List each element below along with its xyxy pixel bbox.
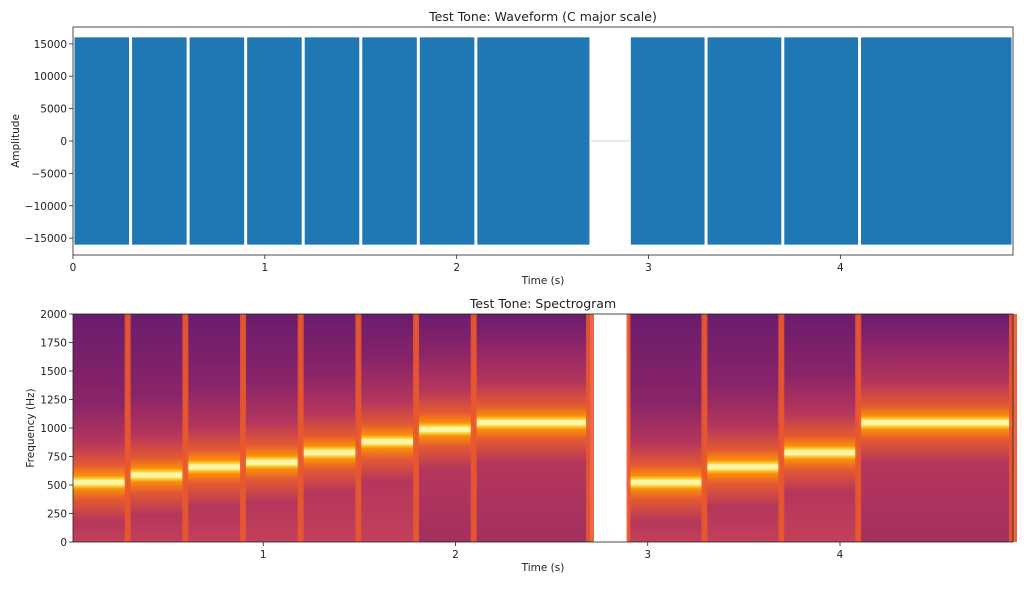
- spectrogram-transient: [857, 314, 862, 542]
- spectrogram-segment: [474, 314, 591, 542]
- x-tick-label: 4: [837, 549, 844, 561]
- spectrogram-transient: [126, 314, 131, 542]
- y-tick-label: 1750: [40, 338, 67, 350]
- spectrogram-segment: [73, 314, 129, 542]
- y-tick-label: 5000: [40, 104, 67, 116]
- spectrogram-segment: [244, 314, 302, 542]
- y-tick-label: 10000: [34, 71, 67, 83]
- y-tick-label: 1250: [40, 395, 67, 407]
- spectrogram-segment: [128, 314, 187, 542]
- waveform-segment: [784, 37, 859, 245]
- spectrogram-ylabel: Frequency (Hz): [25, 388, 37, 467]
- waveform-segment: [189, 37, 245, 245]
- y-tick-label: −5000: [31, 168, 67, 180]
- waveform-plot: 0 1 2 3 4 15000 10000 5000 0 −5000 −10000 −15000: [25, 26, 1014, 274]
- waveform-segment: [630, 37, 705, 245]
- spectrogram-segment: [417, 314, 475, 542]
- spectrogram-silence: [594, 314, 625, 542]
- x-tick-label: 3: [644, 549, 651, 561]
- x-tick-label: 2: [452, 549, 459, 561]
- spectrogram-transient: [184, 314, 189, 542]
- spectrogram-segment: [628, 314, 706, 542]
- spectrogram-transient: [357, 314, 362, 542]
- x-tick-label: 1: [261, 262, 268, 274]
- x-tick-label: 1: [260, 549, 267, 561]
- y-tick-label: −15000: [25, 233, 67, 245]
- waveform-segment: [477, 37, 590, 245]
- spectrogram-transient: [780, 314, 785, 542]
- x-tick-label: 4: [837, 262, 844, 274]
- y-tick-label: 15000: [34, 39, 67, 51]
- spectrogram-transient: [586, 314, 595, 542]
- y-tick-label: 250: [47, 509, 67, 521]
- waveform-segment: [419, 37, 475, 245]
- spectrogram-segment: [186, 314, 245, 542]
- spectrogram-title: Test Tone: Spectrogram: [469, 296, 616, 311]
- x-tick-label: 0: [70, 262, 77, 274]
- spectrogram-segment: [705, 314, 783, 542]
- waveform-segment: [74, 37, 130, 245]
- spectrogram-segment: [859, 314, 1013, 542]
- spectrogram-transient: [472, 314, 477, 542]
- waveform-segment: [861, 37, 1012, 245]
- waveform-xlabel: Time (s): [521, 275, 565, 287]
- y-tick-label: 0: [60, 136, 67, 148]
- spectrogram-transient: [242, 314, 247, 542]
- x-tick-label: 2: [453, 262, 460, 274]
- spectrogram-segment: [782, 314, 860, 542]
- spectrogram-segment: [301, 314, 360, 542]
- waveform-segment: [132, 37, 187, 245]
- waveform-title: Test Tone: Waveform (C major scale): [428, 9, 657, 24]
- spectrogram-plot: 1 2 3 4 2000 1750 1500 1250 1000 750 500 250 0: [40, 309, 1017, 561]
- y-tick-label: 1500: [40, 366, 67, 378]
- spectrogram-transient: [703, 314, 708, 542]
- y-tick-label: 0: [60, 537, 67, 549]
- spectrogram-transient: [299, 314, 304, 542]
- spectrogram-transient: [415, 314, 420, 542]
- waveform-segment: [247, 37, 302, 245]
- waveform-segment: [707, 37, 782, 245]
- spectrogram-segment: [359, 314, 418, 542]
- waveform-segment: [304, 37, 360, 245]
- waveform-segment: [362, 37, 417, 245]
- y-tick-label: 750: [47, 452, 67, 464]
- y-tick-label: 2000: [40, 309, 67, 321]
- waveform-ylabel: Amplitude: [10, 114, 22, 168]
- spectrogram-transient: [626, 314, 631, 542]
- y-tick-label: −10000: [25, 201, 67, 213]
- y-tick-label: 1000: [40, 423, 67, 435]
- spectrogram-xlabel: Time (s): [521, 562, 565, 574]
- x-tick-label: 3: [645, 262, 652, 274]
- y-tick-label: 500: [47, 480, 67, 492]
